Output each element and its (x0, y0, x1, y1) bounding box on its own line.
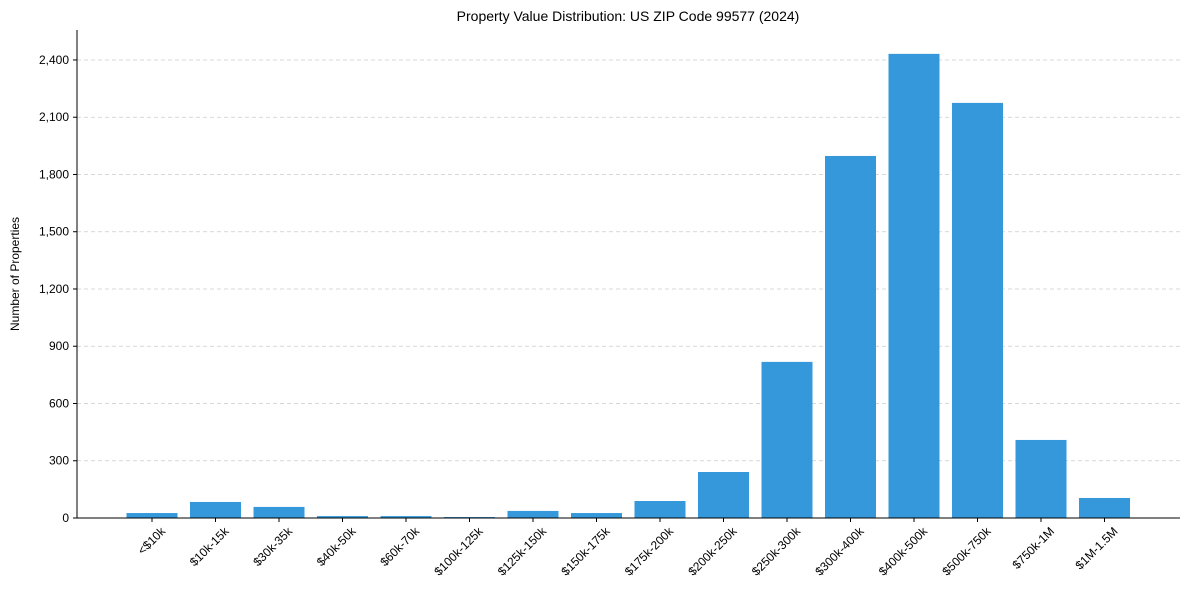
y-tick-label: 2,100 (39, 110, 69, 124)
x-tick-label: $250k-300k (749, 524, 804, 579)
x-tick-label: $500k-750k (939, 524, 994, 579)
x-tick-label: $100k-125k (431, 524, 486, 579)
y-tick-label: 0 (62, 511, 69, 525)
x-tick-label: $300k-400k (812, 524, 867, 579)
x-tick-label: $200k-250k (685, 524, 740, 579)
x-tick-label: <$10k (135, 524, 169, 558)
y-tick-label: 1,500 (39, 225, 69, 239)
x-tick-label: $30k-35k (250, 524, 296, 570)
bar-1 (190, 501, 241, 518)
y-tick-label: 900 (49, 339, 69, 353)
bar-9 (698, 472, 749, 518)
x-tick-label: $40k-50k (314, 524, 360, 570)
x-tick-label: $60k-70k (377, 524, 423, 570)
x-tick-label: $400k-500k (876, 524, 931, 579)
bar-10 (761, 361, 813, 518)
y-tick-label: 1,200 (39, 282, 69, 296)
x-tick-label: $175k-200k (622, 524, 677, 579)
bar-13 (952, 102, 1003, 519)
bar-11 (825, 155, 876, 518)
bar-0 (126, 513, 178, 518)
bar-7 (571, 513, 622, 518)
chart-title: Property Value Distribution: US ZIP Code… (457, 8, 800, 24)
x-tick-label: $10k-15k (187, 524, 233, 570)
y-tick-label: 600 (49, 396, 69, 410)
bar-2 (253, 506, 305, 518)
bar-3 (317, 516, 368, 518)
y-axis-label: Number of Properties (8, 217, 22, 331)
y-tick-label: 2,400 (39, 53, 69, 67)
bar-4 (380, 516, 432, 518)
x-tick-label: $1M-1.5M (1073, 524, 1121, 572)
bar-15 (1079, 497, 1130, 518)
x-tick-label: $750k-1M (1009, 524, 1057, 572)
x-tick-label: $125k-150k (495, 524, 550, 579)
bar-8 (634, 501, 686, 518)
bar-6 (507, 510, 559, 518)
y-tick-label: 1,800 (39, 167, 69, 181)
bar-14 (1015, 439, 1067, 518)
bar-12 (888, 53, 940, 519)
x-tick-label: $150k-175k (558, 524, 613, 579)
y-tick-label: 300 (49, 454, 69, 468)
